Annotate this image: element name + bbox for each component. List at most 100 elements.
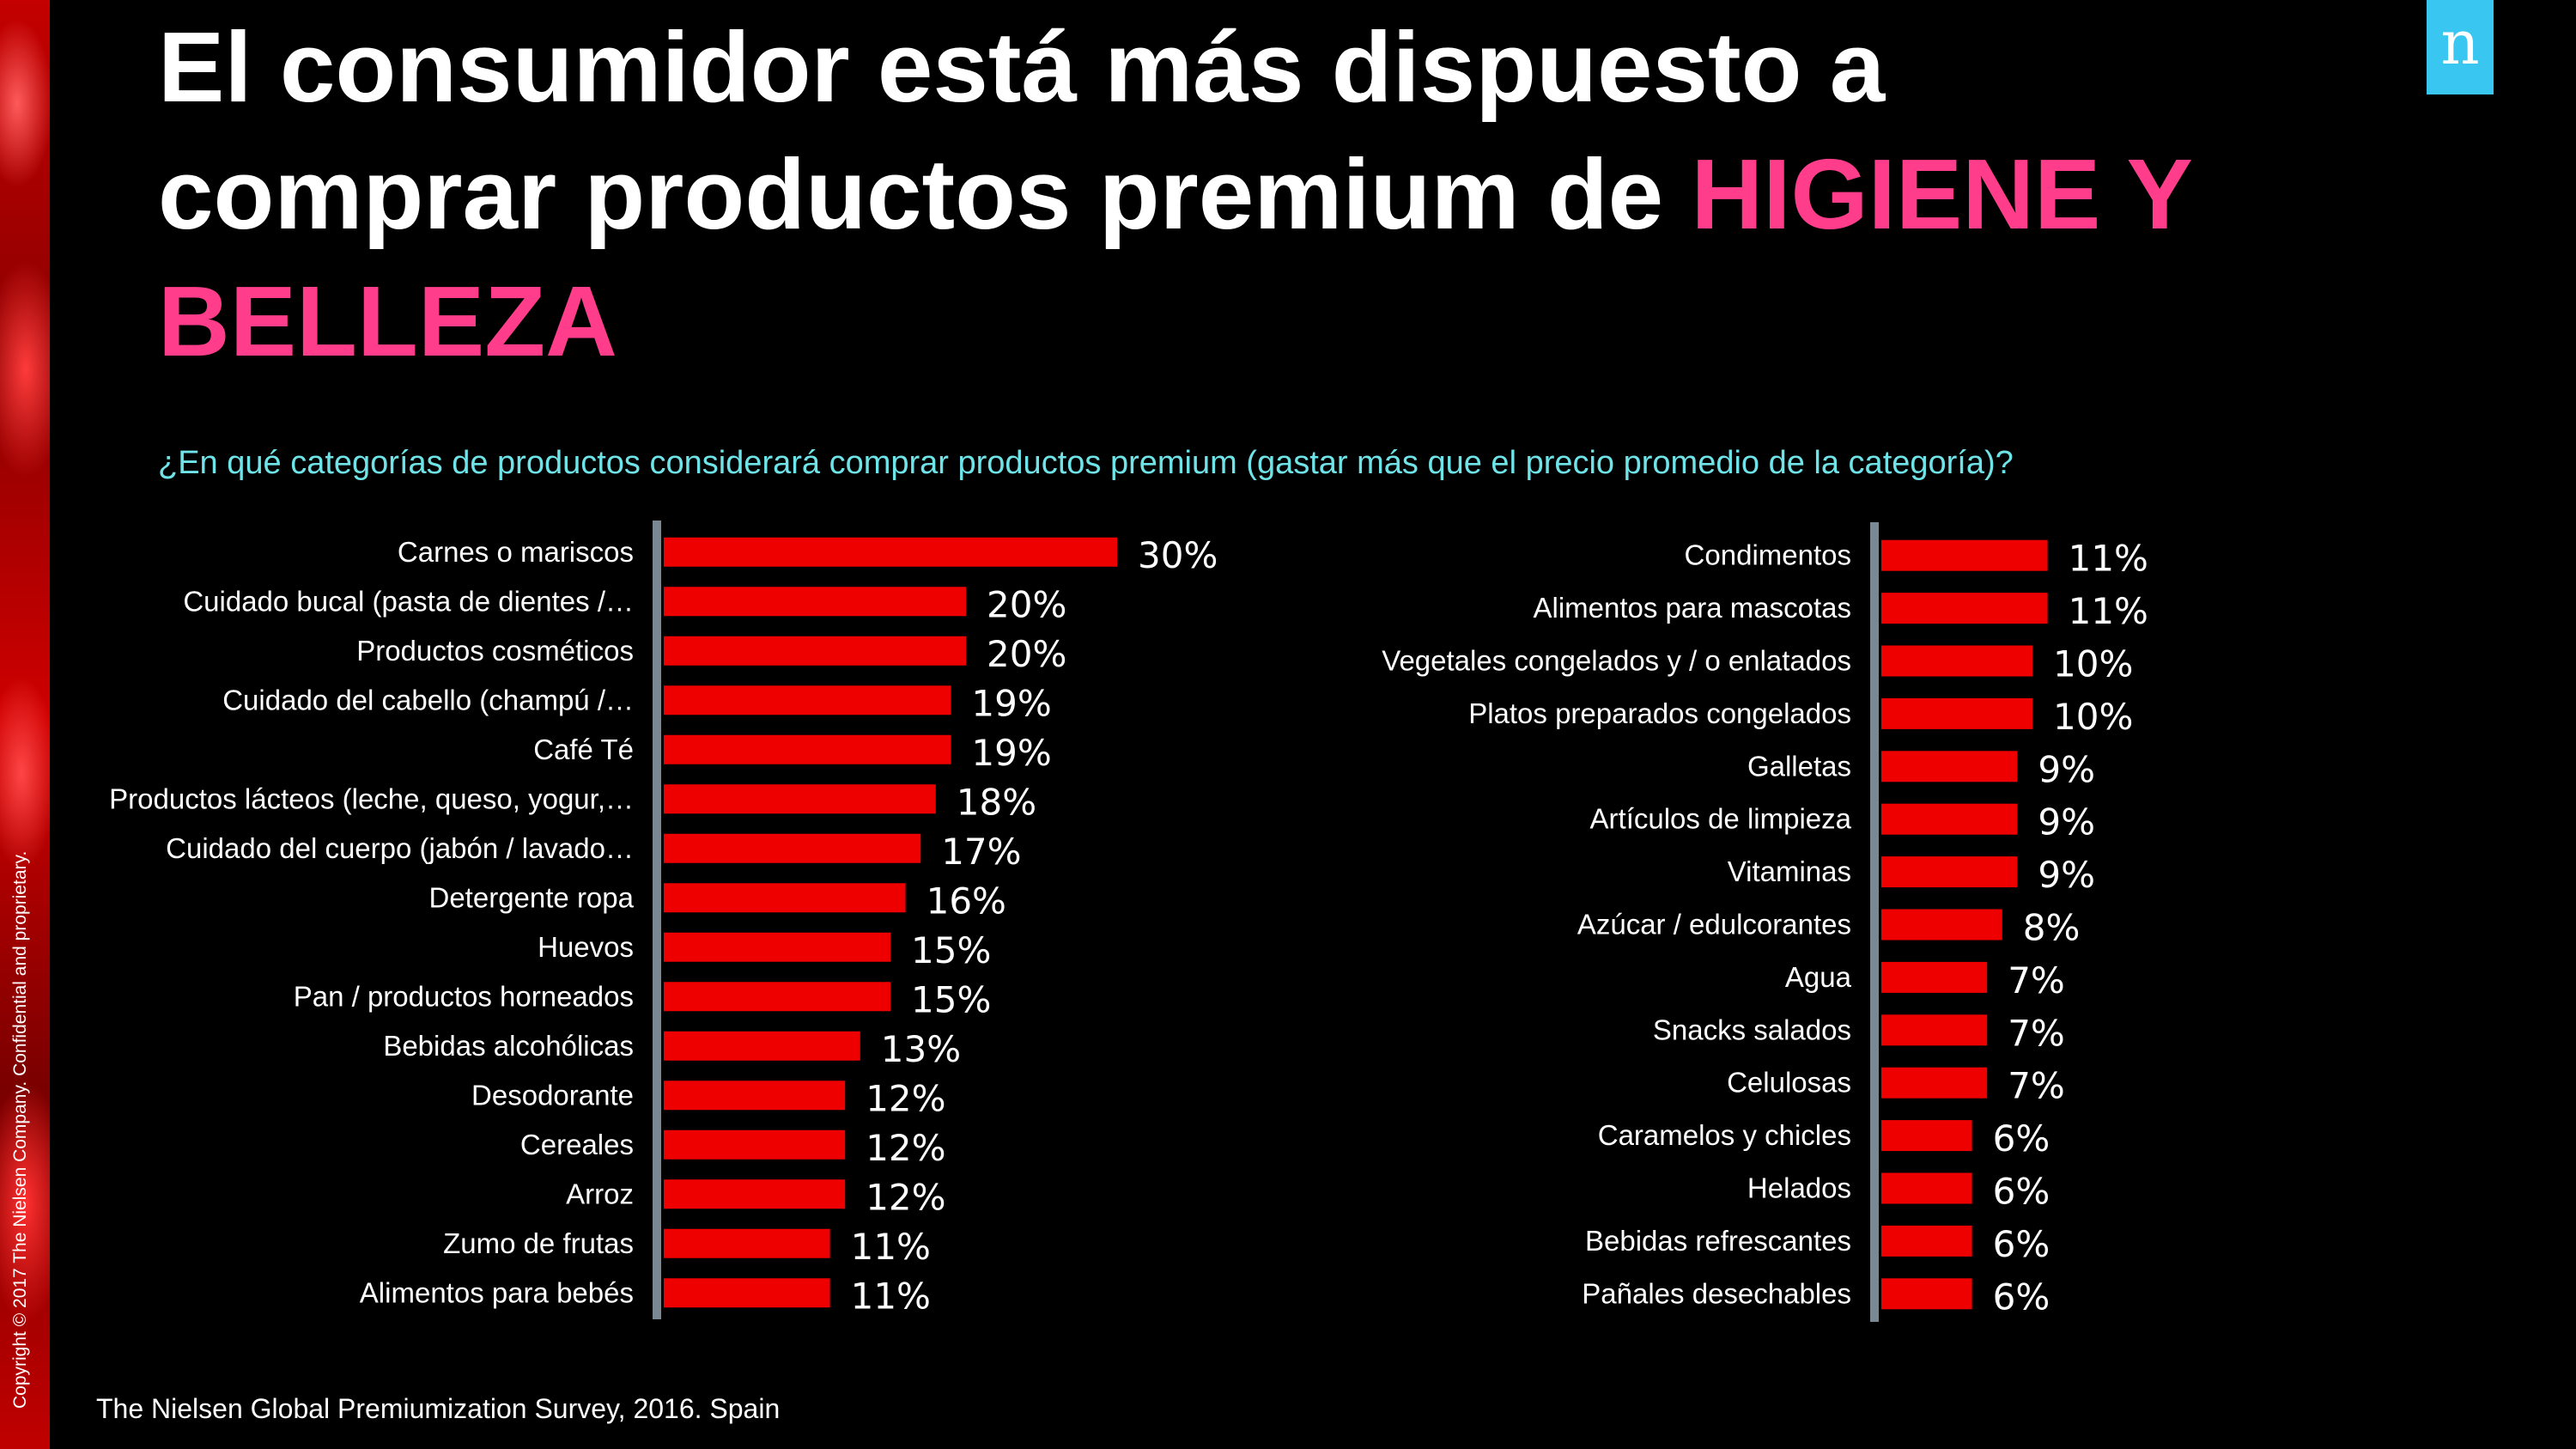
chart-1-category-label: Cereales (520, 1129, 634, 1160)
chart-2-value-label: 11% (2069, 538, 2148, 580)
chart-1-category-label: Arroz (566, 1178, 634, 1209)
chart-2-category-label: Alimentos para mascotas (1534, 592, 1852, 624)
chart-1-category-label: Desodorante (471, 1079, 634, 1111)
chart-1-value-label: 11% (851, 1226, 931, 1268)
chart-2-value-label: 6% (1993, 1275, 2050, 1318)
chart-2-category-label: Artículos de limpieza (1590, 803, 1852, 835)
title-highlight-1: HIGIENE Y (1691, 138, 2193, 250)
chart-1-category-label: Cuidado del cuerpo (jabón / lavado… (166, 832, 634, 864)
chart-2-category-label: Condimentos (1685, 539, 1851, 571)
chart-2-bar (1881, 539, 2048, 571)
chart-2-bar (1881, 697, 2032, 729)
chart-1-value-label: 16% (927, 880, 1006, 922)
chart-2-category-label: Pañales desechables (1582, 1277, 1851, 1309)
chart-1-value-label: 15% (911, 929, 991, 971)
chart-2-bar (1881, 645, 2032, 677)
chart-2-value-label: 8% (2023, 907, 2081, 949)
chart-1-value-label: 20% (987, 583, 1066, 625)
chart-1-bar (664, 1278, 830, 1308)
chart-2-bar (1881, 593, 2048, 624)
chart-1-category-label: Huevos (538, 931, 634, 963)
chart-2-value-label: 11% (2069, 590, 2148, 632)
chart-1-category-label: Café Té (533, 734, 634, 765)
chart-2-category-label: Azúcar / edulcorantes (1577, 909, 1851, 941)
chart-2-bar (1881, 803, 2018, 835)
chart-2-value-label: 10% (2053, 643, 2133, 685)
chart-1-category-label: Productos lácteos (leche, queso, yogur,… (109, 782, 634, 814)
chart-1-bar (664, 784, 936, 814)
chart-1-value-label: 17% (941, 831, 1021, 873)
chart-1-axis (653, 521, 661, 1319)
chart-2-value-label: 7% (2008, 1012, 2065, 1054)
chart-1-value-label: 13% (881, 1028, 961, 1070)
chart-1-bar (664, 1228, 830, 1258)
chart-2-category-label: Platos preparados congelados (1468, 697, 1851, 729)
chart-2-axis (1870, 522, 1879, 1322)
chart-2-bar (1881, 1172, 1972, 1204)
chart-2-value-label: 9% (2038, 748, 2095, 790)
chart-1-bar (664, 1179, 846, 1209)
chart-2-category-label: Vegetales congelados y / o enlatados (1382, 645, 1851, 677)
chart-1-bar (664, 1031, 860, 1061)
chart-1-category-label: Detergente ropa (429, 881, 635, 913)
page-title: El consumidor está más dispuesto a compra… (158, 3, 2433, 385)
chart-1-bar (664, 685, 951, 715)
decorative-red-strip (0, 0, 50, 1449)
chart-2-bar (1881, 909, 2002, 941)
chart-2-value-label: 6% (1993, 1117, 2050, 1160)
chart-2-value-label: 10% (2053, 696, 2133, 738)
chart-2-category-label: Snacks salados (1653, 1014, 1851, 1045)
chart-2-bar (1881, 1014, 1988, 1046)
chart-1-value-label: 12% (866, 1077, 945, 1119)
chart-1-category-label: Zumo de frutas (443, 1227, 634, 1259)
chart-1-bar (664, 1129, 846, 1160)
chart-1-bar (664, 587, 966, 617)
chart-2-bar (1881, 1225, 1972, 1257)
nielsen-logo: n (2427, 0, 2494, 94)
chart-2-value-label: 6% (1993, 1223, 2050, 1265)
chart-1-value-label: 30% (1138, 534, 1218, 576)
chart-2-value-label: 7% (2008, 959, 2065, 1002)
chart-2-category-label: Bebidas refrescantes (1585, 1225, 1851, 1257)
chart-1-value-label: 12% (866, 1176, 945, 1218)
title-line1: El consumidor está más dispuesto a (158, 11, 1886, 123)
chart-2-bar (1881, 1278, 1972, 1310)
chart-2-bar (1881, 856, 2018, 888)
chart-1-bar (664, 833, 921, 863)
chart-2-category-label: Helados (1747, 1172, 1851, 1204)
chart-2-category-label: Vitaminas (1728, 855, 1851, 887)
title-line2: comprar productos premium de (158, 138, 1692, 250)
chart-2-value-label: 7% (2008, 1065, 2065, 1107)
chart-2-category-label: Caramelos y chicles (1598, 1119, 1851, 1151)
chart-2-category-label: Agua (1785, 961, 1852, 993)
chart-1-category-label: Cuidado del cabello (champú /… (222, 684, 634, 715)
chart-1-category-label: Alimentos para bebés (360, 1276, 634, 1308)
chart-2-bar (1881, 1120, 1972, 1152)
source-note: The Nielsen Global Premiumization Survey… (96, 1393, 781, 1424)
chart-1-bar (664, 636, 966, 666)
chart-1-value-label: 18% (957, 781, 1036, 823)
chart-2-bar (1881, 1067, 1988, 1099)
chart-1-category-label: Cuidado bucal (pasta de dientes /… (183, 585, 634, 617)
chart-2-value-label: 9% (2038, 801, 2095, 843)
title-highlight-2: BELLEZA (158, 265, 617, 377)
chart-1-category-label: Bebidas alcohólicas (383, 1030, 634, 1062)
chart-2-value-label: 9% (2038, 854, 2095, 896)
chart-1-bar (664, 932, 890, 962)
chart-1-bar (664, 982, 890, 1012)
chart-1-value-label: 12% (866, 1127, 945, 1169)
chart-2-bar (1881, 751, 2018, 782)
chart-1-category-label: Pan / productos horneados (294, 980, 634, 1012)
survey-question: ¿En qué categorías de productos consider… (158, 445, 2014, 481)
chart-1-bar (664, 537, 1117, 567)
chart-2-category-label: Celulosas (1727, 1067, 1851, 1099)
chart-1-value-label: 19% (971, 682, 1051, 724)
chart-1-bar (664, 1081, 846, 1111)
chart-2-value-label: 6% (1993, 1171, 2050, 1213)
chart-1-bar (664, 734, 951, 764)
chart-1-value-label: 11% (851, 1275, 931, 1317)
chart-2-category-label: Galletas (1747, 750, 1851, 782)
chart-1-value-label: 15% (911, 978, 991, 1020)
chart-2-bar (1881, 961, 1988, 993)
